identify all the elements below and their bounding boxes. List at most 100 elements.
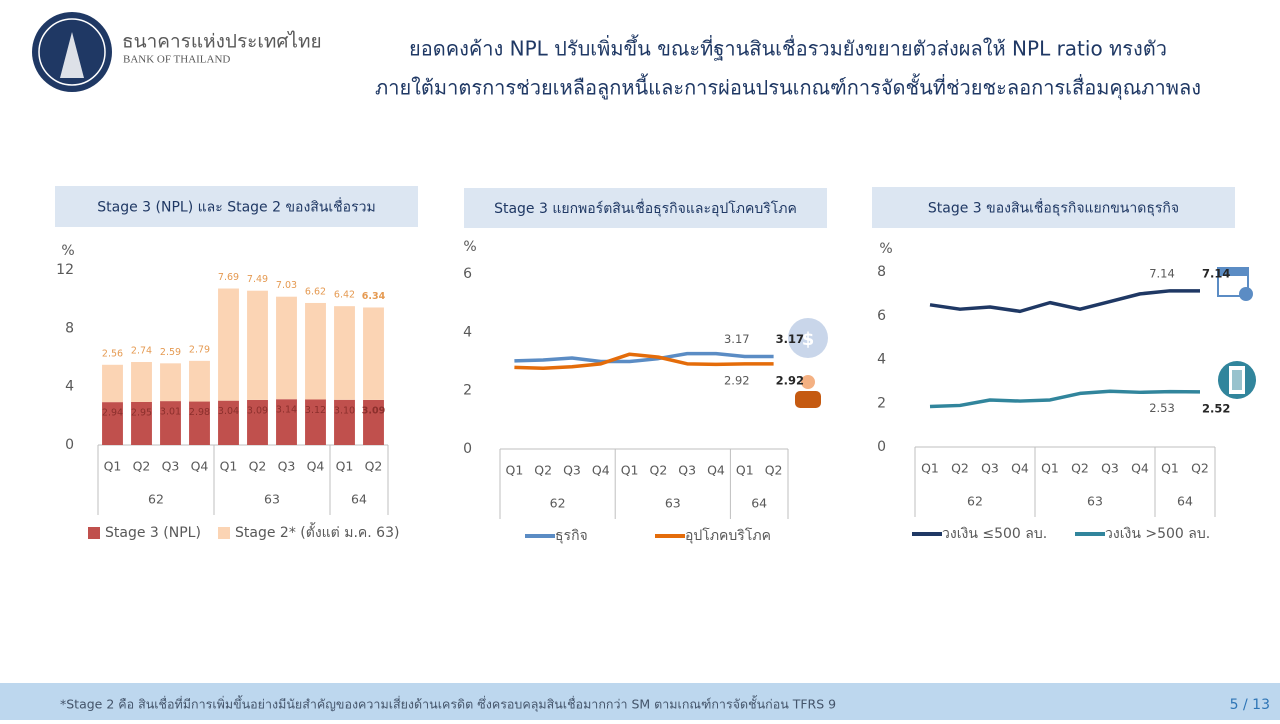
y-tick-label: 8 — [877, 264, 886, 280]
value-label: 2.92 — [724, 373, 750, 387]
value-label: 2.92 — [776, 373, 804, 387]
group-label: 64 — [751, 496, 767, 511]
y-tick-label: 0 — [877, 439, 886, 455]
value-label: 3.12 — [305, 405, 326, 416]
x-tick-label: Q4 — [1011, 461, 1029, 476]
legend-label: Stage 3 (NPL) — [105, 525, 201, 541]
value-label: 6.34 — [362, 291, 386, 302]
y-tick-label: 6 — [463, 266, 472, 282]
value-label: 2.98 — [189, 407, 210, 418]
x-tick-label: Q1 — [506, 463, 524, 478]
bar-segment — [247, 399, 268, 445]
group-label: 62 — [550, 496, 566, 511]
value-label: 2.95 — [131, 407, 152, 418]
page-number: 5 / 13 — [1230, 697, 1270, 713]
x-tick-label: Q2 — [534, 463, 552, 478]
y-tick-label: 12 — [56, 262, 74, 278]
value-label: 7.03 — [276, 280, 297, 291]
x-tick-label: Q1 — [736, 463, 754, 478]
legend-label: Stage 2* (ตั้งแต่ ม.ค. 63) — [235, 522, 399, 541]
y-tick-label: 0 — [463, 441, 472, 457]
y-unit: % — [61, 243, 74, 259]
value-label: 2.53 — [1149, 401, 1175, 415]
x-tick-label: Q3 — [981, 461, 999, 476]
value-label: 2.52 — [1202, 401, 1230, 415]
panel-title-box — [55, 186, 418, 227]
x-tick-label: Q1 — [621, 463, 639, 478]
legend-label: วงเงิน ≤500 ลบ. — [942, 526, 1047, 542]
panel-title: Stage 3 แยกพอร์ตสินเชื่อธุรกิจและอุปโภคบ… — [494, 199, 797, 217]
x-tick-label: Q1 — [1161, 461, 1179, 476]
y-tick-label: 2 — [877, 395, 886, 411]
bar-segment — [305, 399, 326, 445]
value-label: 6.62 — [305, 286, 326, 297]
x-tick-label: Q1 — [220, 459, 238, 474]
group-label: 64 — [351, 492, 367, 507]
line-series — [929, 389, 1201, 409]
bar-segment — [218, 288, 239, 401]
logo-figure — [60, 32, 84, 78]
x-tick-label: Q2 — [1191, 461, 1209, 476]
bar-segment — [218, 400, 239, 445]
slide-title: ยอดคงค้าง NPL ปรับเพิ่มขึ้น ขณะที่ฐานสิน… — [409, 35, 1167, 61]
y-unit: % — [463, 239, 476, 255]
x-tick-label: Q4 — [707, 463, 725, 478]
bar-segment — [276, 296, 297, 400]
panel-title-box — [872, 187, 1235, 228]
group-label: 63 — [1087, 494, 1103, 509]
value-label: 7.69 — [218, 272, 239, 283]
value-label: 7.14 — [1149, 266, 1175, 280]
bar-segment — [131, 362, 152, 402]
org-en: BANK OF THAILAND — [123, 54, 230, 66]
x-tick-label: Q2 — [951, 461, 969, 476]
group-label: 63 — [665, 496, 681, 511]
value-label: 3.09 — [362, 405, 385, 416]
group-label: 63 — [264, 492, 280, 507]
panel-title: Stage 3 ของสินเชื่อธุรกิจแยกขนาดธุรกิจ — [928, 199, 1179, 217]
bar-segment — [276, 399, 297, 445]
consumer-icon — [795, 375, 821, 408]
bar-segment — [334, 306, 355, 400]
value-label: 7.49 — [247, 274, 268, 285]
legend-swatch — [88, 527, 100, 539]
legend-label: ธุรกิจ — [555, 528, 588, 544]
y-tick-label: 2 — [463, 383, 472, 399]
value-label: 3.17 — [724, 332, 750, 346]
line-series — [514, 352, 774, 370]
x-tick-label: Q1 — [336, 459, 354, 474]
y-tick-label: 4 — [463, 324, 472, 340]
org-thai: ธนาคารแห่งประเทศไทย — [122, 31, 322, 53]
x-tick-label: Q1 — [104, 459, 122, 474]
y-tick-label: 6 — [877, 308, 886, 324]
bar-segment — [102, 402, 123, 445]
y-unit: % — [879, 241, 892, 257]
line-series — [929, 289, 1200, 314]
footer-band — [0, 683, 1280, 720]
panel-title: Stage 3 (NPL) และ Stage 2 ของสินเชื่อรวม — [97, 198, 375, 216]
x-tick-label: Q2 — [365, 459, 383, 474]
value-label: 2.59 — [160, 347, 181, 358]
value-label: 2.94 — [102, 408, 123, 419]
group-label: 64 — [1177, 494, 1193, 509]
x-tick-label: Q4 — [191, 459, 209, 474]
x-tick-label: Q3 — [563, 463, 581, 478]
y-tick-label: 8 — [65, 320, 74, 336]
business-icon: $ — [788, 318, 828, 358]
value-label: 7.14 — [1202, 266, 1230, 280]
bar-segment — [305, 302, 326, 400]
legend-label: อุปโภคบริโภค — [685, 527, 771, 544]
value-label: 2.56 — [102, 348, 123, 359]
value-label: 2.74 — [131, 346, 152, 357]
group-label: 62 — [148, 492, 164, 507]
x-tick-label: Q3 — [678, 463, 696, 478]
x-tick-label: Q2 — [650, 463, 668, 478]
bar-segment — [189, 360, 210, 402]
bar-segment — [363, 307, 384, 400]
value-label: 3.17 — [776, 332, 804, 346]
bar-segment — [189, 401, 210, 445]
x-tick-label: Q1 — [921, 461, 939, 476]
y-tick-label: 4 — [65, 379, 74, 395]
value-label: 3.04 — [218, 406, 239, 417]
